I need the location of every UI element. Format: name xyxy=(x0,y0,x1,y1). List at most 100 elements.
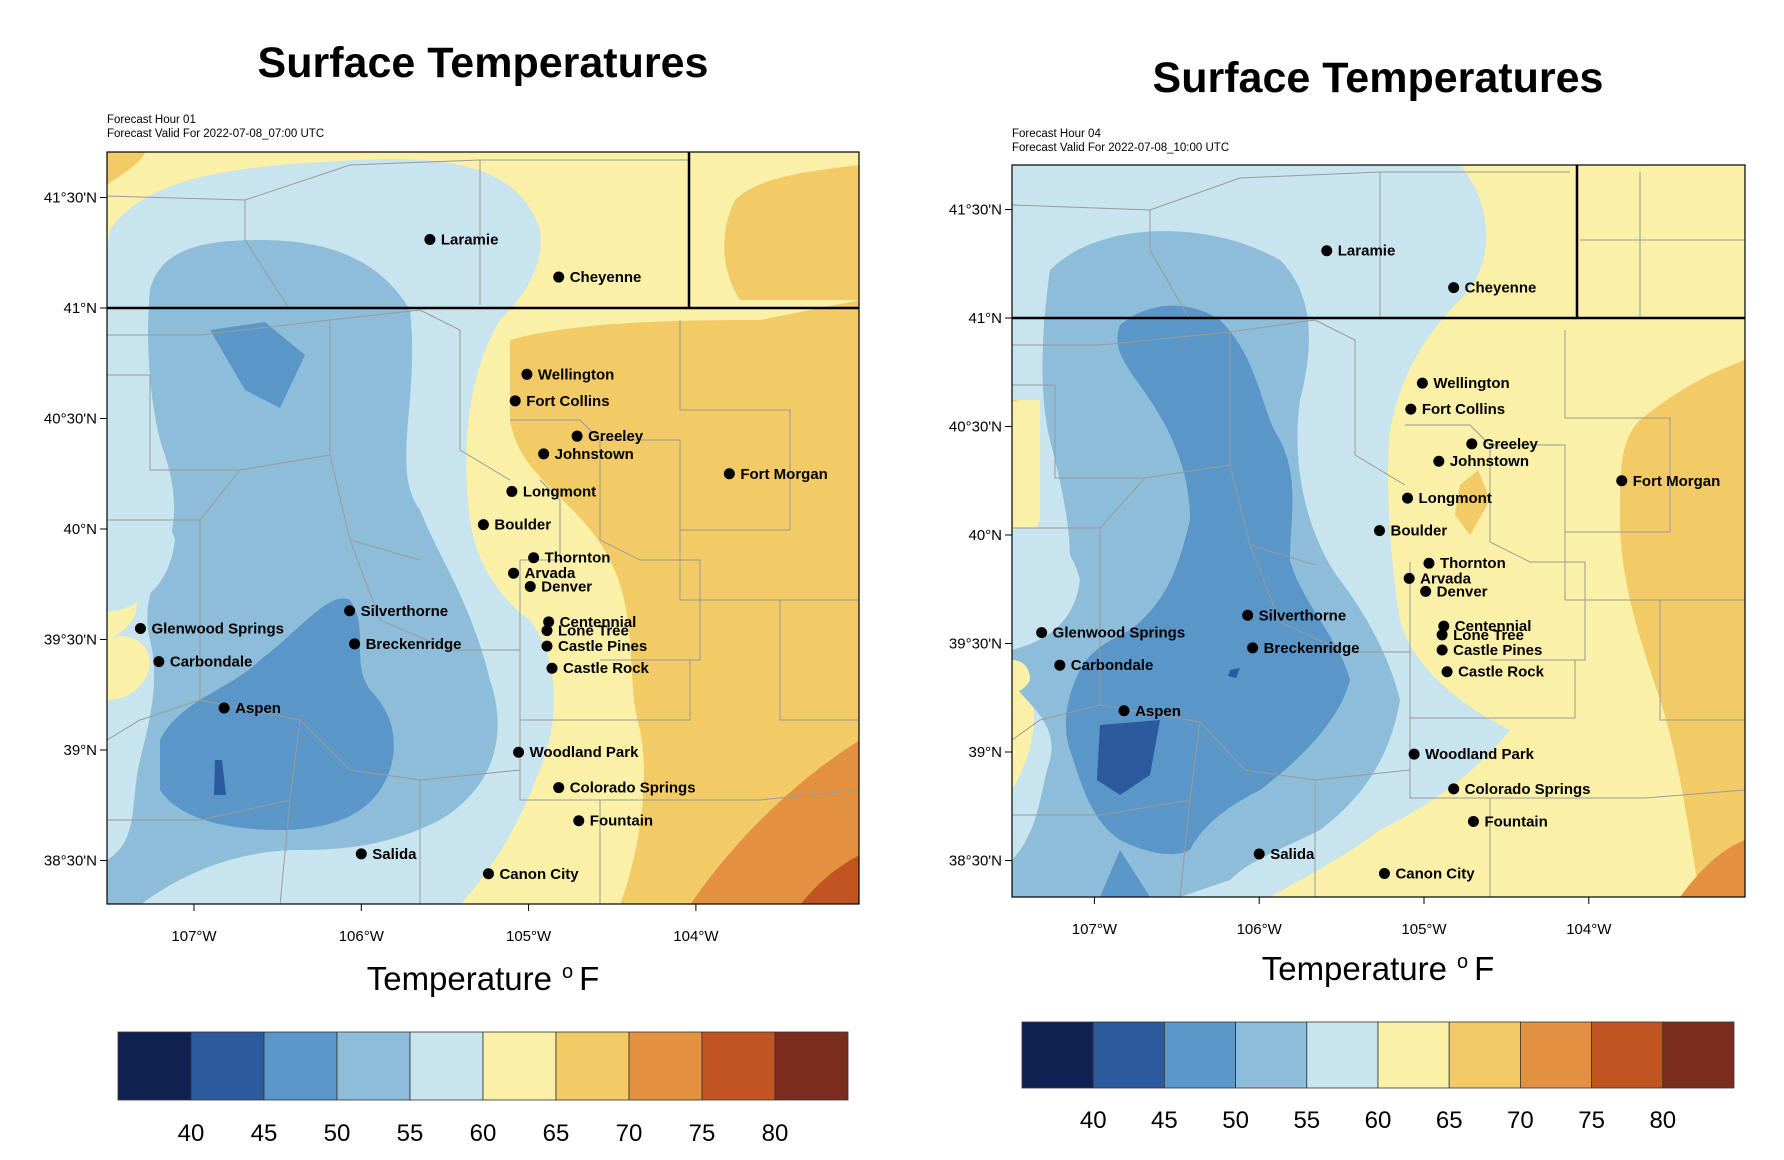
city-label: Thornton xyxy=(1440,555,1506,572)
city-label: Cheyenne xyxy=(570,269,642,286)
lat-tick-label: 41°N xyxy=(63,300,97,317)
city-label: Canon City xyxy=(1395,866,1475,883)
city-dot xyxy=(506,485,518,497)
lat-tick-label: 40°N xyxy=(63,521,97,538)
colorbar-swatch xyxy=(482,1031,557,1101)
colorbar-tick-label: 40 xyxy=(178,1120,205,1147)
city-label: Castle Rock xyxy=(563,660,650,677)
colorbar-tick-label: 75 xyxy=(689,1120,716,1147)
city-dot xyxy=(1438,620,1450,632)
contour-65-70-west xyxy=(1012,660,1030,692)
city-label: Fort Collins xyxy=(1422,401,1505,418)
city-dot xyxy=(541,625,553,637)
contour-65-70-west xyxy=(107,636,150,700)
colorbar-tick-label: 50 xyxy=(1222,1107,1249,1134)
city-label: Fountain xyxy=(1484,813,1547,830)
city-dot xyxy=(134,622,146,634)
panel-forecast-hour-01: Surface Temperatures Forecast Hour 01 Fo… xyxy=(44,39,860,1147)
city-label: Laramie xyxy=(441,231,499,248)
colorbar-swatch xyxy=(1021,1021,1094,1089)
colorbar-swatch xyxy=(1092,1021,1165,1089)
city-dot xyxy=(1436,644,1448,656)
city-dot xyxy=(355,848,367,860)
city-dot xyxy=(524,580,536,592)
colorbar-tick-label: 80 xyxy=(762,1120,789,1147)
lon-tick-label: 106°W xyxy=(339,928,385,945)
city-dot xyxy=(1441,666,1453,678)
city-dot xyxy=(553,271,565,283)
city-dot xyxy=(1466,438,1478,450)
city-label: Woodland Park xyxy=(530,744,640,761)
colorbar-swatch xyxy=(409,1031,484,1101)
city-markers: Laramie Cheyenne Wellington Fort Collins Gre… xyxy=(1036,243,1720,883)
lon-tick-label: 104°W xyxy=(673,928,719,945)
city-label: Greeley xyxy=(1483,436,1539,453)
x-axis-label-text: Temperature xyxy=(367,960,552,997)
lat-tick-label: 39°N xyxy=(63,742,97,759)
lat-tick-label: 41°30'N xyxy=(44,190,97,207)
contour-70-75-patch xyxy=(1455,470,1490,535)
colorbar-tick-label: 55 xyxy=(397,1120,424,1147)
colorbar-tick-label: 50 xyxy=(324,1120,351,1147)
city-dot xyxy=(1403,572,1415,584)
city-dot xyxy=(1467,815,1479,827)
city-label: Laramie xyxy=(1338,243,1396,260)
lat-tick-label: 38°30'N xyxy=(949,853,1002,870)
city-dot xyxy=(528,552,540,564)
contour-75-80 xyxy=(690,740,859,904)
city-dot xyxy=(521,368,533,380)
colorbar-swatch xyxy=(1662,1021,1735,1089)
colorbar-tick-label: 70 xyxy=(1507,1107,1534,1134)
city-label: Johnstown xyxy=(1450,453,1529,470)
city-markers: Laramie Cheyenne Wellington Fort Collins Gre… xyxy=(134,231,828,883)
city-label: Fort Morgan xyxy=(1633,473,1721,490)
temperature-field xyxy=(107,152,859,904)
forecast-valid-label: Forecast Valid For 2022-07-08_07:00 UTC xyxy=(107,128,324,140)
colorbar-tick-label: 55 xyxy=(1293,1107,1320,1134)
city-label: Colorado Springs xyxy=(1465,781,1591,798)
city-dot xyxy=(723,468,735,480)
forecast-hour-label: Forecast Hour 01 xyxy=(107,114,196,126)
contour-45-50 xyxy=(214,760,226,795)
colorbar-tick-label: 45 xyxy=(1151,1107,1178,1134)
city-dot xyxy=(1402,492,1414,504)
city-label: Breckenridge xyxy=(366,636,462,653)
latitude-axis: 41°30'N 41°N 40°30'N 40°N 39°30'N 39°N 38°30'N xyxy=(949,202,1012,870)
lon-tick-label: 107°W xyxy=(171,928,217,945)
city-dot xyxy=(508,567,520,579)
city-dot xyxy=(424,233,436,245)
city-dot xyxy=(1405,403,1417,415)
map-frame xyxy=(106,151,860,905)
latitude-axis: 41°30'N 41°N 40°30'N 40°N 39°30'N 39°N 38°30'N xyxy=(44,190,107,870)
lon-tick-label: 107°W xyxy=(1072,921,1118,938)
city-dot xyxy=(1420,585,1432,597)
x-axis-label-text: Temperature xyxy=(1262,950,1447,987)
colorbar-tick-label: 65 xyxy=(1436,1107,1463,1134)
city-label: Salida xyxy=(1270,846,1315,863)
map-frame xyxy=(1011,164,1746,898)
city-label: Castle Pines xyxy=(1453,642,1542,659)
colorbar-swatch xyxy=(1520,1021,1593,1089)
panel-title: Surface Temperatures xyxy=(258,39,709,87)
contour-45-50 xyxy=(1097,720,1160,795)
city-dot xyxy=(1118,705,1130,717)
city-dot xyxy=(1416,377,1428,389)
colorbar-tick-label: 45 xyxy=(251,1120,278,1147)
lat-tick-label: 40°30'N xyxy=(949,419,1002,436)
city-label: Carbondale xyxy=(1071,657,1154,674)
colorbar-swatch xyxy=(628,1031,703,1101)
lat-tick-label: 41°N xyxy=(968,310,1002,327)
city-dot xyxy=(513,746,525,758)
lon-tick-label: 104°W xyxy=(1566,921,1612,938)
city-label: Aspen xyxy=(1135,703,1181,720)
city-label: Wellington xyxy=(538,366,614,383)
city-label: Thornton xyxy=(545,550,611,567)
city-label: Centennial xyxy=(560,614,637,631)
city-dot xyxy=(543,616,555,628)
city-label: Fort Collins xyxy=(526,393,609,410)
city-dot xyxy=(344,605,356,617)
city-label: Centennial xyxy=(1455,618,1532,635)
city-dot xyxy=(482,868,494,880)
city-dot xyxy=(546,662,558,674)
colorbar-tick-label: 80 xyxy=(1649,1107,1676,1134)
